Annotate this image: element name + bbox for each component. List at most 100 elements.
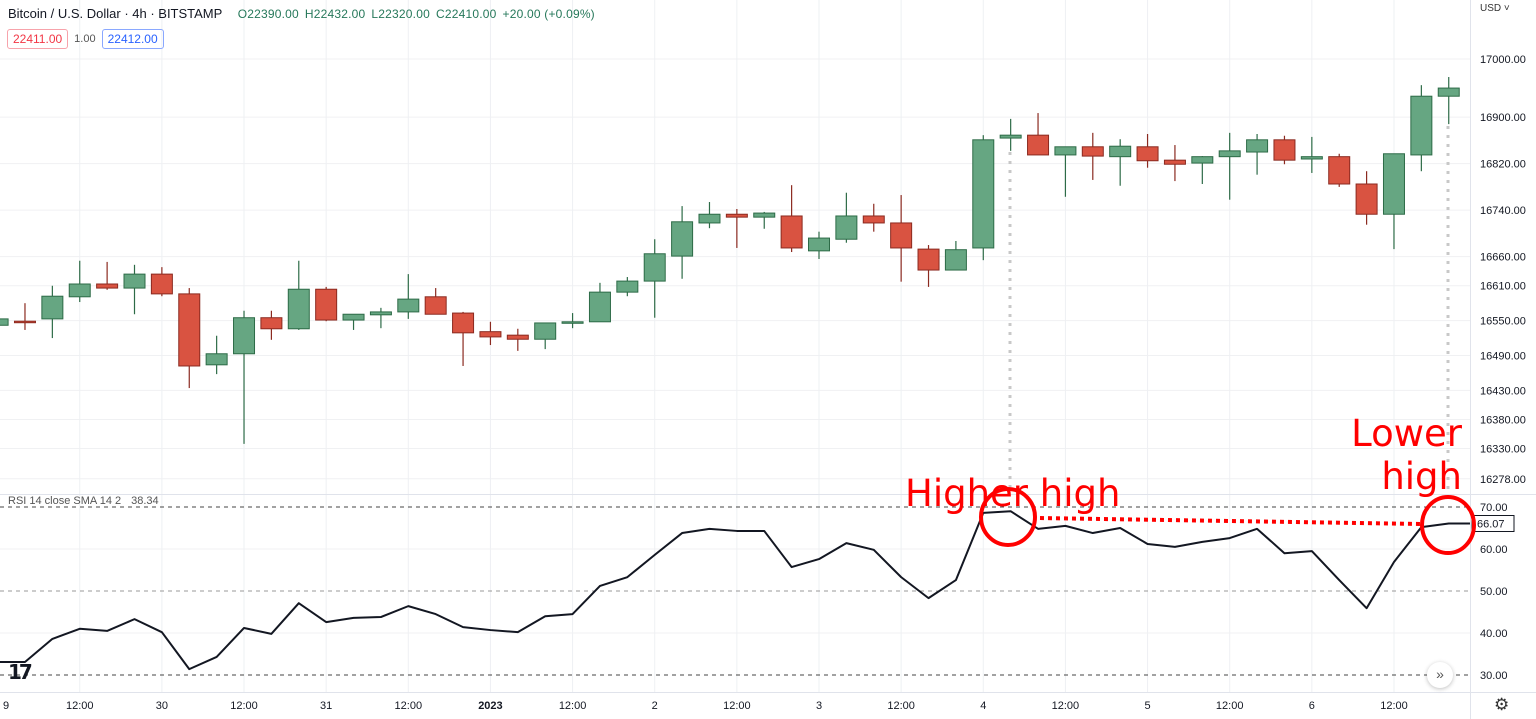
rsi-name: RSI 14 close SMA 14 2	[8, 495, 122, 507]
candle-body	[835, 215, 858, 240]
candle-body	[150, 273, 173, 295]
ohlc-values: O22390.00 H22432.00 L22320.00 C22410.00 +20.…	[238, 7, 601, 21]
candle	[506, 328, 529, 351]
price-tick-label: 16660.00	[1480, 252, 1526, 264]
candle	[1328, 153, 1351, 187]
candle	[890, 195, 913, 282]
time-tick-label: 12:00	[887, 700, 915, 712]
candle	[1273, 135, 1296, 165]
candle-body	[1109, 145, 1132, 158]
symbol-legend: Bitcoin / U.S. Dollar · 4h · BITSTAMP O2…	[8, 6, 601, 21]
candle-body	[342, 313, 365, 321]
sell-button[interactable]: 22411.00	[7, 29, 69, 49]
rsi-pane	[0, 510, 1470, 671]
candle-body	[944, 249, 967, 271]
candle	[123, 264, 146, 315]
candle	[452, 311, 475, 366]
annotation-higher-high: Higher high	[905, 472, 1120, 515]
scroll-to-realtime-button[interactable]: »	[1427, 662, 1453, 688]
rsi-value: 38.34	[131, 495, 159, 507]
candle-body	[178, 293, 201, 367]
candle	[1382, 153, 1405, 250]
symbol-title[interactable]: Bitcoin / U.S. Dollar · 4h · BITSTAMP	[8, 6, 223, 21]
candle-body	[123, 273, 146, 289]
close-value: C22410.00	[435, 7, 497, 21]
price-tick-label: 16740.00	[1480, 205, 1526, 217]
time-tick-label: 9	[3, 700, 9, 712]
candle-body	[1273, 139, 1296, 161]
low-value: L22320.00	[371, 7, 430, 21]
candle	[835, 192, 858, 243]
trade-buttons: 22411.00 1.00 22412.00	[7, 29, 164, 49]
candle-body	[999, 134, 1022, 139]
time-tick-label: 4	[980, 700, 986, 712]
price-tick-label: 16550.00	[1480, 316, 1526, 328]
candle-body	[479, 331, 502, 338]
candle	[1136, 134, 1159, 168]
buy-button[interactable]: 22412.00	[101, 29, 164, 49]
candle	[315, 286, 338, 322]
candle-body	[588, 291, 611, 323]
price-tick-label: 16278.00	[1480, 474, 1526, 486]
time-tick-label: 12:00	[66, 700, 94, 712]
rsi-line	[0, 510, 1470, 671]
time-tick-label: 2	[652, 700, 658, 712]
candle	[561, 313, 584, 329]
candle	[287, 260, 310, 330]
time-tick-label: 3	[816, 700, 822, 712]
candle	[534, 322, 557, 350]
candle	[588, 282, 611, 323]
candle	[0, 318, 9, 326]
rsi-legend[interactable]: RSI 14 close SMA 14 2 38.34	[8, 495, 169, 507]
candle-body	[1027, 134, 1050, 156]
time-tick-label: 12:00	[1052, 700, 1080, 712]
gear-icon[interactable]: ⚙	[1494, 695, 1510, 714]
candle-body	[890, 222, 913, 249]
candle	[1410, 85, 1433, 172]
candle-body	[780, 215, 803, 249]
candle-body	[68, 283, 91, 298]
time-tick-label: 12:00	[1380, 700, 1408, 712]
time-tick-label: 12:00	[230, 700, 258, 712]
candle	[808, 231, 830, 259]
candle	[1109, 139, 1132, 186]
tradingview-logo[interactable]: 17	[8, 660, 33, 684]
candle-body	[1191, 156, 1214, 164]
time-tick-label: 5	[1144, 700, 1150, 712]
candle	[41, 285, 64, 339]
candle-body	[287, 288, 310, 330]
candle	[917, 245, 940, 287]
currency-dropdown[interactable]: USD ˅	[1480, 3, 1510, 14]
change-value: +20.00 (+0.09%)	[502, 7, 595, 21]
circle-higher-high	[979, 487, 1037, 547]
candle-body	[96, 283, 119, 289]
price-tick-label: 16330.00	[1480, 444, 1526, 456]
candle-body	[862, 215, 885, 224]
spread-value: 1.00	[74, 33, 96, 45]
candle	[780, 185, 803, 253]
candle-body	[205, 353, 228, 366]
candle	[1355, 171, 1378, 225]
candle-body	[397, 298, 420, 313]
candle-body	[643, 253, 666, 282]
price-tick-label: 16610.00	[1480, 281, 1526, 293]
candle-body	[260, 317, 283, 330]
candle	[369, 307, 392, 329]
candle-body	[725, 213, 748, 218]
candle	[1218, 132, 1241, 200]
time-tick-label: 12:00	[395, 700, 423, 712]
candle-body	[698, 213, 721, 224]
candle	[260, 310, 283, 340]
candle-body	[1355, 183, 1378, 215]
candle-body	[671, 221, 694, 257]
candle	[205, 335, 228, 375]
candle	[13, 303, 36, 330]
circle-lower-high	[1420, 495, 1476, 555]
candle	[397, 274, 420, 319]
candle	[999, 118, 1022, 151]
price-tick-label: 16820.00	[1480, 159, 1526, 171]
price-tick-label: 16490.00	[1480, 351, 1526, 363]
rsi-tick-label: 60.00	[1480, 544, 1508, 556]
